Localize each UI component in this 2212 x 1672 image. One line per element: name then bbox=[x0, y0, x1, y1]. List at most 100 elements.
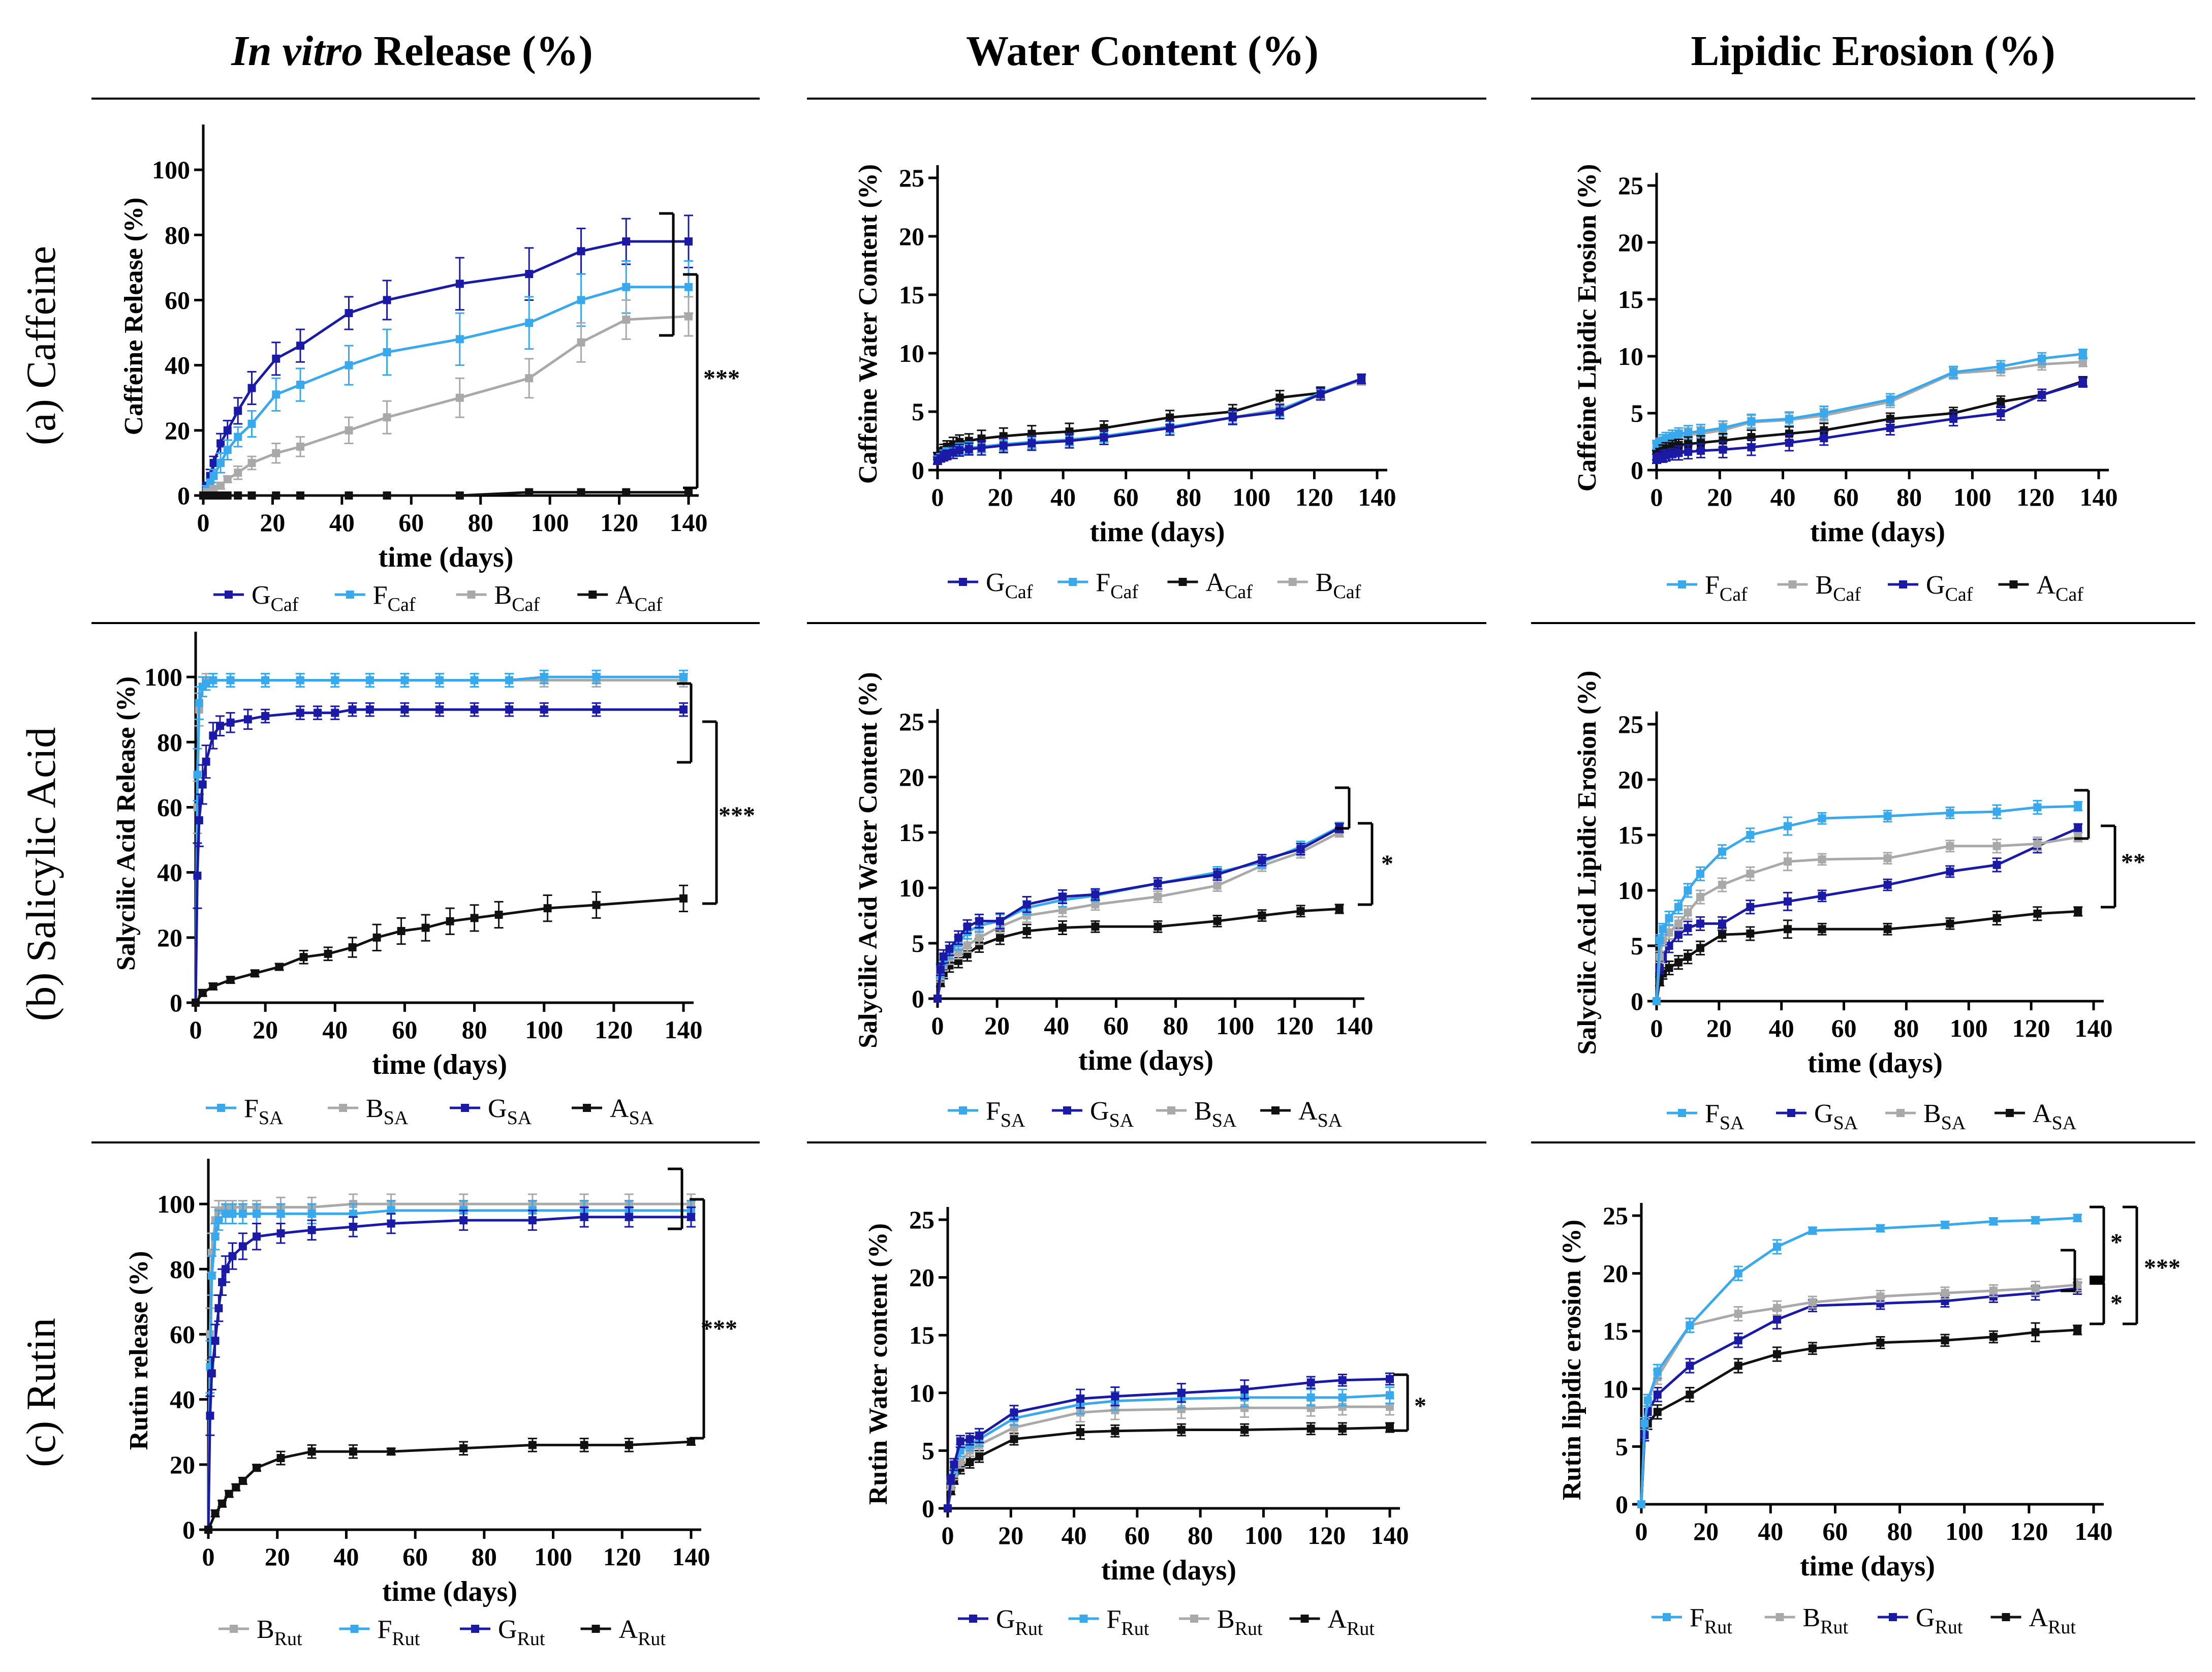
data-point bbox=[202, 757, 210, 766]
data-point bbox=[470, 676, 479, 685]
y-tick-label: 0 bbox=[912, 984, 924, 1013]
data-point bbox=[1665, 914, 1673, 922]
x-tick-label: 120 bbox=[603, 1542, 641, 1571]
data-point bbox=[400, 676, 409, 685]
data-point bbox=[963, 941, 972, 950]
bracket-sa-release: *** bbox=[702, 720, 755, 905]
data-point bbox=[383, 491, 391, 500]
data-point bbox=[1240, 1404, 1249, 1412]
data-point bbox=[238, 1210, 247, 1218]
legend-item-GCaf: GCaf bbox=[213, 581, 299, 615]
data-point bbox=[296, 676, 304, 685]
data-point bbox=[965, 1435, 974, 1443]
data-point bbox=[228, 1252, 237, 1260]
legend-item-ARut: ARut bbox=[1990, 1603, 2076, 1638]
series-line bbox=[1655, 804, 2078, 1002]
legend-swatch-marker bbox=[1663, 1613, 1671, 1621]
data-point bbox=[1643, 1396, 1652, 1405]
x-tick-label: 100 bbox=[1945, 1517, 1983, 1545]
x-tick-label: 40 bbox=[1044, 1011, 1069, 1040]
data-point bbox=[543, 904, 552, 913]
data-point bbox=[1697, 446, 1705, 455]
data-point bbox=[1989, 1333, 1998, 1341]
y-tick-label: 0 bbox=[1615, 1490, 1628, 1519]
data-point bbox=[1992, 914, 2001, 922]
data-point bbox=[528, 1216, 537, 1225]
data-point bbox=[365, 676, 374, 685]
x-tick-label: 120 bbox=[2010, 1517, 2048, 1545]
series-GRut bbox=[204, 1206, 696, 1534]
data-point bbox=[345, 309, 353, 318]
y-axis-title: Rutin Water content (%) bbox=[864, 1223, 893, 1505]
legend-swatch-marker bbox=[1300, 1615, 1309, 1623]
data-point bbox=[345, 491, 353, 500]
bracket-marker bbox=[2090, 1276, 2105, 1285]
x-tick-label: 60 bbox=[392, 1015, 417, 1044]
y-tick-label: 40 bbox=[165, 351, 190, 380]
data-point bbox=[1746, 903, 1755, 911]
data-point bbox=[216, 491, 225, 500]
data-point bbox=[577, 488, 585, 497]
series-ACaf bbox=[199, 488, 693, 500]
legend-swatch-marker bbox=[1271, 1106, 1280, 1114]
series-GCaf bbox=[933, 373, 1366, 465]
data-point bbox=[1674, 903, 1683, 911]
bracket-sa-erosion-group bbox=[2074, 789, 2090, 840]
series-BCaf bbox=[199, 296, 693, 500]
y-tick-label: 20 bbox=[165, 416, 190, 445]
x-tick-label: 80 bbox=[462, 1015, 487, 1044]
legend-swatch-marker bbox=[461, 1104, 469, 1112]
legend-label: ARut bbox=[619, 1615, 666, 1650]
data-point bbox=[1076, 1428, 1084, 1437]
separators bbox=[91, 98, 2195, 1143]
bracket-sa-water-group bbox=[1335, 786, 1351, 830]
data-point bbox=[331, 676, 339, 685]
x-axis-title: time (days) bbox=[379, 542, 514, 573]
series-GCaf bbox=[199, 214, 693, 500]
data-point bbox=[1213, 870, 1222, 879]
data-point bbox=[272, 491, 281, 500]
data-point bbox=[1357, 375, 1366, 383]
data-point bbox=[275, 963, 284, 971]
y-tick-label: 15 bbox=[1618, 285, 1643, 314]
data-point bbox=[505, 676, 514, 685]
y-tick-label: 25 bbox=[1618, 710, 1643, 738]
bracket-rutin-erosion-group bbox=[2061, 1249, 2076, 1292]
data-point bbox=[209, 982, 217, 990]
data-point bbox=[1808, 1344, 1817, 1353]
data-point bbox=[1992, 860, 2001, 869]
x-tick-label: 140 bbox=[2075, 1014, 2113, 1042]
data-point bbox=[1674, 441, 1683, 449]
legend-label: GRut bbox=[996, 1605, 1043, 1639]
data-point bbox=[1883, 812, 1892, 820]
data-point bbox=[261, 676, 270, 685]
data-point bbox=[206, 1411, 214, 1420]
x-tick-label: 140 bbox=[1371, 1521, 1409, 1550]
legend-item-FSA: FSA bbox=[948, 1097, 1025, 1131]
x-tick-label: 20 bbox=[260, 508, 285, 537]
data-point bbox=[1338, 1376, 1347, 1384]
data-point bbox=[216, 722, 224, 730]
x-tick-label: 120 bbox=[1295, 483, 1333, 511]
data-point bbox=[198, 988, 207, 997]
data-point bbox=[209, 491, 218, 500]
x-tick-label: 140 bbox=[672, 1542, 710, 1571]
data-point bbox=[1240, 1426, 1249, 1434]
data-point bbox=[1240, 1385, 1249, 1394]
data-point bbox=[1718, 847, 1726, 856]
legend-label: BCaf bbox=[494, 581, 540, 615]
data-point bbox=[996, 917, 1004, 925]
data-point bbox=[1696, 944, 1704, 952]
x-tick-label: 60 bbox=[1103, 1011, 1129, 1040]
data-point bbox=[525, 374, 534, 383]
legend-item-GSA: GSA bbox=[1052, 1097, 1134, 1131]
data-point bbox=[455, 491, 464, 500]
data-point bbox=[247, 420, 256, 428]
data-point bbox=[494, 910, 503, 919]
data-point bbox=[1091, 890, 1100, 899]
data-point bbox=[1686, 1361, 1694, 1370]
legend-item-ASA: ASA bbox=[1995, 1099, 2077, 1134]
data-point bbox=[296, 708, 304, 717]
data-point bbox=[247, 491, 256, 500]
data-point bbox=[975, 917, 983, 925]
